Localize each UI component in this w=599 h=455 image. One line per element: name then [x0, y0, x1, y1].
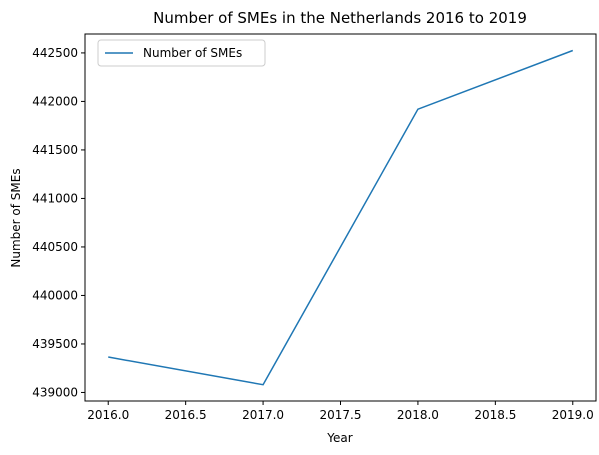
x-axis-label: Year: [326, 431, 352, 445]
x-tick-label: 2016.5: [165, 408, 207, 422]
y-tick-label: 441000: [32, 191, 78, 205]
x-tick-label: 2017.5: [320, 408, 362, 422]
x-axis-ticks: 2016.0 2016.5 2017.0 2017.5 2018.0 2018.5 2019…: [87, 401, 594, 422]
legend-label: Number of SMEs: [143, 46, 242, 60]
y-axis-label: Number of SMEs: [9, 168, 23, 267]
x-tick-label: 2018.5: [474, 408, 516, 422]
y-tick-label: 442000: [32, 94, 78, 108]
y-tick-label: 440500: [32, 240, 78, 254]
legend: Number of SMEs: [97, 39, 266, 67]
y-tick-label: 439500: [32, 337, 78, 351]
x-tick-label: 2017.0: [242, 408, 284, 422]
chart-title: Number of SMEs in the Netherlands 2016 t…: [153, 9, 527, 27]
y-tick-label: 442500: [32, 46, 78, 60]
y-tick-label: 440000: [32, 288, 78, 302]
x-tick-label: 2016.0: [87, 408, 129, 422]
y-axis-ticks: 439000 439500 440000 440500 441000 441500 4420…: [32, 46, 85, 399]
series-line-0: [108, 49, 574, 386]
x-tick-label: 2018.0: [397, 408, 439, 422]
y-tick-label: 439000: [32, 385, 78, 399]
legend-box: [97, 39, 266, 67]
y-tick-label: 441500: [32, 143, 78, 157]
x-tick-label: 2019.0: [552, 408, 594, 422]
